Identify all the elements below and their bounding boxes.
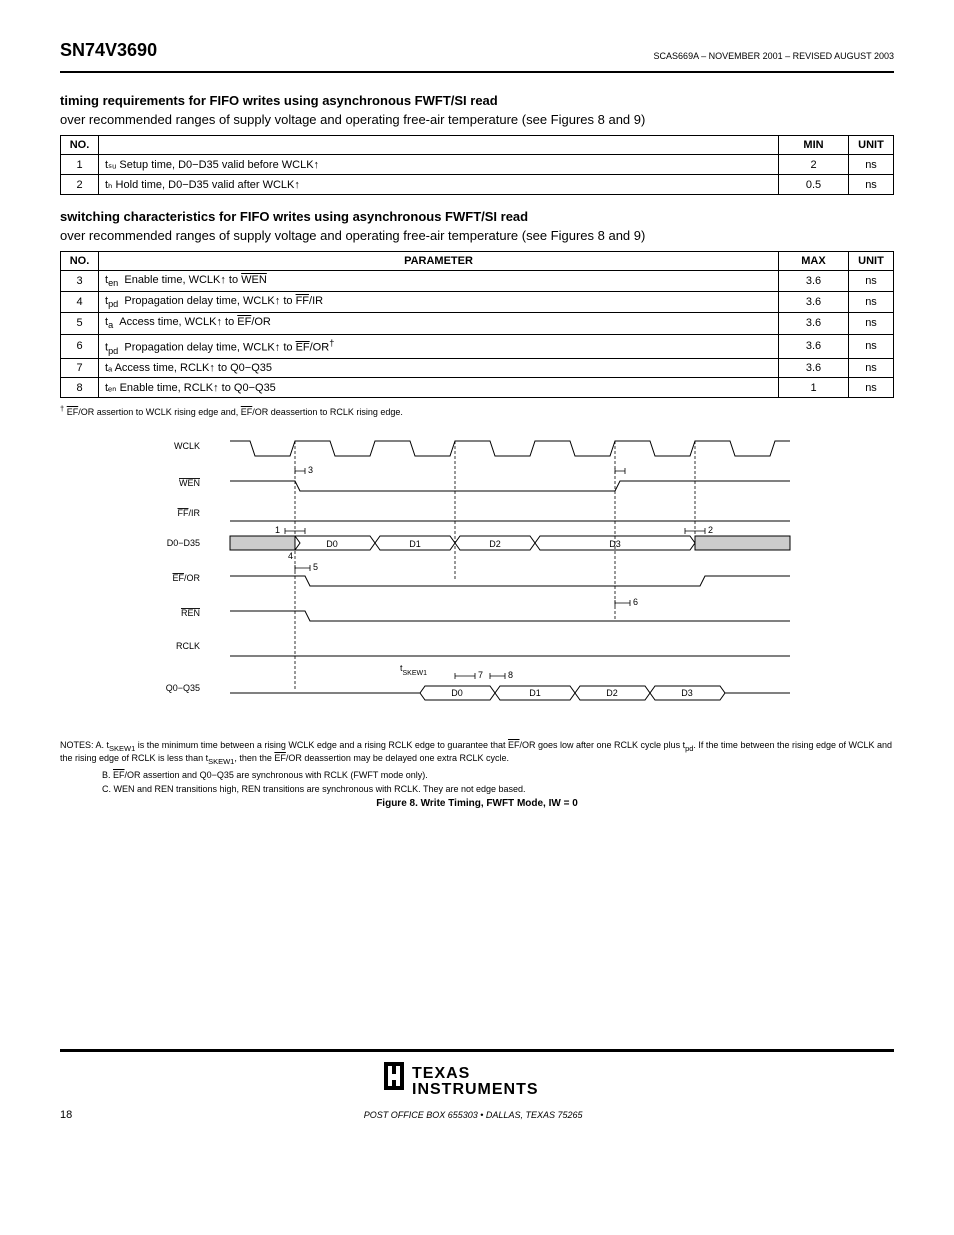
section2-sub: over recommended ranges of supply voltag… <box>60 228 894 243</box>
switching-characteristics-table: NO. PARAMETER MAX UNIT 3ten Enable time,… <box>60 251 894 398</box>
tskew-label: tSKEW1 <box>400 663 427 677</box>
cell: ns <box>849 292 894 313</box>
cell: 3.6 <box>779 271 849 292</box>
cell: tₑₙ Enable time, RCLK↑ to Q0−Q35 <box>99 378 779 398</box>
cell: ns <box>849 155 894 175</box>
signal-label: REN <box>181 608 200 618</box>
cell: 1 <box>779 378 849 398</box>
data-cell: D1 <box>529 688 541 698</box>
page-number: 18 <box>60 1109 72 1121</box>
section1-title: timing requirements for FIFO writes usin… <box>60 93 894 108</box>
table-footnote: † EF/OR assertion to WCLK rising edge an… <box>60 404 894 417</box>
data-cell: D3 <box>681 688 693 698</box>
section1-sub: over recommended ranges of supply voltag… <box>60 112 894 127</box>
signal-label: D0−D35 <box>167 538 200 548</box>
cell: ns <box>849 175 894 195</box>
marker-label: 6 <box>633 597 638 607</box>
marker-label: 2 <box>708 525 713 535</box>
cell: ns <box>849 378 894 398</box>
cell: 3.6 <box>779 359 849 378</box>
figure-note-c: C. WEN and REN transitions high, REN tra… <box>60 784 894 794</box>
cell: 3 <box>61 271 99 292</box>
data-cell: D1 <box>409 539 421 549</box>
marker-label: 5 <box>313 562 318 572</box>
signal-label: RCLK <box>176 641 200 651</box>
figure-note-a: NOTES: A. tSKEW1 is the minimum time bet… <box>60 740 894 766</box>
cell: 3.6 <box>779 313 849 334</box>
cell: ten Enable time, WCLK↑ to WEN <box>99 271 779 292</box>
cell: ns <box>849 313 894 334</box>
marker-label: 3 <box>308 465 313 475</box>
figure-note-b: B. EF/OR assertion and Q0−Q35 are synchr… <box>60 770 894 780</box>
timing-diagram: .l{stroke:#000;stroke-width:1;fill:none}… <box>60 431 894 734</box>
cell: ta Access time, WCLK↑ to EF/OR <box>99 313 779 334</box>
data-cell: D0 <box>326 539 338 549</box>
cell: tpd Propagation delay time, WCLK↑ to FF/… <box>99 292 779 313</box>
col-header: UNIT <box>849 136 894 155</box>
marker-label: 1 <box>275 525 280 535</box>
col-header: UNIT <box>849 252 894 271</box>
cell: 4 <box>61 292 99 313</box>
table-row: 1 tₛᵤ Setup time, D0−D35 valid before WC… <box>61 155 894 175</box>
page-header: SN74V3690 SCAS669A – NOVEMBER 2001 – REV… <box>60 40 894 61</box>
signal-label: WCLK <box>174 441 200 451</box>
cell: 7 <box>61 359 99 378</box>
col-header: PARAMETER <box>99 252 779 271</box>
cell: tₐ Access time, RCLK↑ to Q0−Q35 <box>99 359 779 378</box>
signal-label: Q0−Q35 <box>166 683 200 693</box>
data-cell: D0 <box>451 688 463 698</box>
data-cell: D2 <box>489 539 501 549</box>
cell: 3.6 <box>779 334 849 359</box>
logo-text-top: TEXAS <box>412 1065 470 1082</box>
signal-label: FF/IR <box>177 508 200 518</box>
cell: tₛᵤ Setup time, D0−D35 valid before WCLK… <box>99 155 779 175</box>
table-row: 3ten Enable time, WCLK↑ to WEN3.6ns <box>61 271 894 292</box>
table-header-row: NO. MIN UNIT <box>61 136 894 155</box>
cell: tpd Propagation delay time, WCLK↑ to EF/… <box>99 334 779 359</box>
col-header <box>99 136 779 155</box>
table-row: 5ta Access time, WCLK↑ to EF/OR3.6ns <box>61 313 894 334</box>
signal-label: EF/OR <box>172 573 200 583</box>
table-row: 7tₐ Access time, RCLK↑ to Q0−Q353.6ns <box>61 359 894 378</box>
timing-requirements-table: NO. MIN UNIT 1 tₛᵤ Setup time, D0−D35 va… <box>60 135 894 195</box>
cell: 5 <box>61 313 99 334</box>
cell: 8 <box>61 378 99 398</box>
doc-revision: SCAS669A – NOVEMBER 2001 – REVISED AUGUS… <box>654 51 894 61</box>
section2-title: switching characteristics for FIFO write… <box>60 209 894 224</box>
figure-caption: Figure 8. Write Timing, FWFT Mode, IW = … <box>60 798 894 809</box>
cell: 1 <box>61 155 99 175</box>
table-row: 6tpd Propagation delay time, WCLK↑ to EF… <box>61 334 894 359</box>
cell: 3.6 <box>779 292 849 313</box>
cell: ns <box>849 359 894 378</box>
cell: tₕ Hold time, D0−D35 valid after WCLK↑ <box>99 175 779 195</box>
table-row: 2 tₕ Hold time, D0−D35 valid after WCLK↑… <box>61 175 894 195</box>
cell: ns <box>849 334 894 359</box>
col-header: MAX <box>779 252 849 271</box>
footer-row: 18 POST OFFICE BOX 655303 • DALLAS, TEXA… <box>60 1109 894 1121</box>
header-rule <box>60 71 894 73</box>
timing-svg: .l{stroke:#000;stroke-width:1;fill:none}… <box>60 431 800 731</box>
table-header-row: NO. PARAMETER MAX UNIT <box>61 252 894 271</box>
footer-rule <box>60 1049 894 1052</box>
signal-label: WEN <box>179 478 200 488</box>
logo-text-bottom: INSTRUMENTS <box>412 1081 539 1098</box>
col-header: NO. <box>61 136 99 155</box>
cell: 2 <box>779 155 849 175</box>
data-cell: D2 <box>606 688 618 698</box>
col-header: NO. <box>61 252 99 271</box>
table-row: 4tpd Propagation delay time, WCLK↑ to FF… <box>61 292 894 313</box>
marker-label: 8 <box>508 670 513 680</box>
marker-label: 7 <box>478 670 483 680</box>
footer-address: POST OFFICE BOX 655303 • DALLAS, TEXAS 7… <box>364 1110 583 1120</box>
table-row: 8tₑₙ Enable time, RCLK↑ to Q0−Q351ns <box>61 378 894 398</box>
cell: 2 <box>61 175 99 195</box>
cell: 0.5 <box>779 175 849 195</box>
part-number: SN74V3690 <box>60 40 157 61</box>
ti-logo: TEXAS INSTRUMENTS <box>60 1058 894 1101</box>
col-header: MIN <box>779 136 849 155</box>
marker-label: 4 <box>288 551 293 561</box>
cell: 6 <box>61 334 99 359</box>
cell: ns <box>849 271 894 292</box>
data-cell: D3 <box>609 539 621 549</box>
